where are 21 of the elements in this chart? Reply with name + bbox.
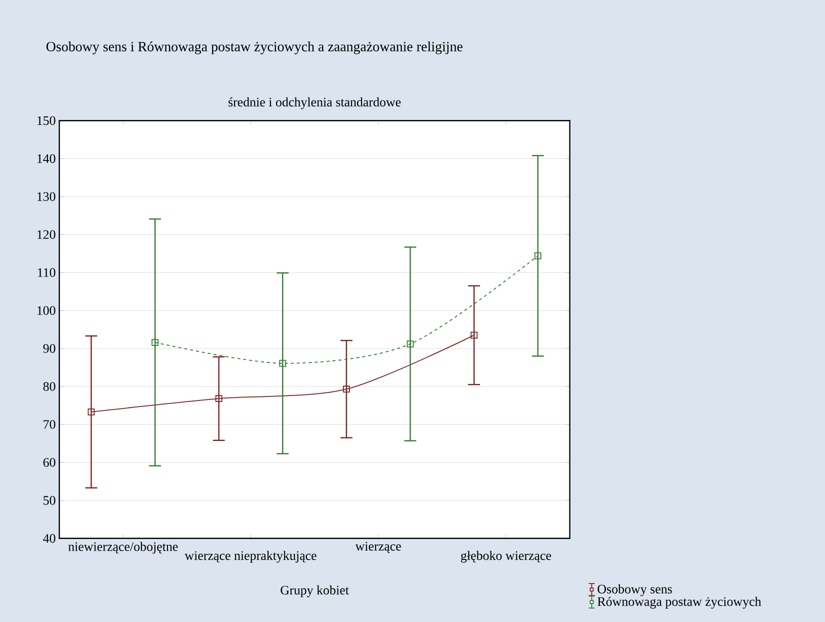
x-tick-label: niewierzące/obojętne (68, 542, 178, 554)
y-tick-label: 40 (43, 534, 56, 543)
legend-label: Równowaga postaw życiowych (598, 596, 762, 609)
y-tick-label: 100 (38, 306, 56, 315)
y-tick-label: 150 (38, 116, 56, 125)
y-tick-label: 70 (44, 420, 56, 429)
x-axis-title: Grupy kobiet (280, 585, 349, 598)
y-tick-label: 50 (44, 496, 56, 505)
y-tick-label: 90 (43, 344, 56, 353)
y-tick-label: 120 (38, 230, 56, 239)
legend-label: Osobowy sens (598, 584, 672, 596)
chart-subtitle: średnie i odchylenia standardowe (228, 97, 401, 110)
chart-title: Osobowy sens i Równowaga postaw życiowych a zaangażowanie religijne (46, 41, 462, 54)
y-tick-label: 110 (38, 268, 56, 277)
y-tick-label: 80 (43, 382, 56, 391)
x-tick-label: wierzące niepraktykujące (184, 550, 316, 563)
x-tick-label: wierzące (355, 542, 401, 553)
y-tick-label: 130 (38, 192, 56, 201)
x-tick-label: głęboko wierzące (461, 550, 552, 563)
y-tick-label: 60 (43, 458, 56, 467)
y-tick-label: 140 (38, 154, 56, 163)
